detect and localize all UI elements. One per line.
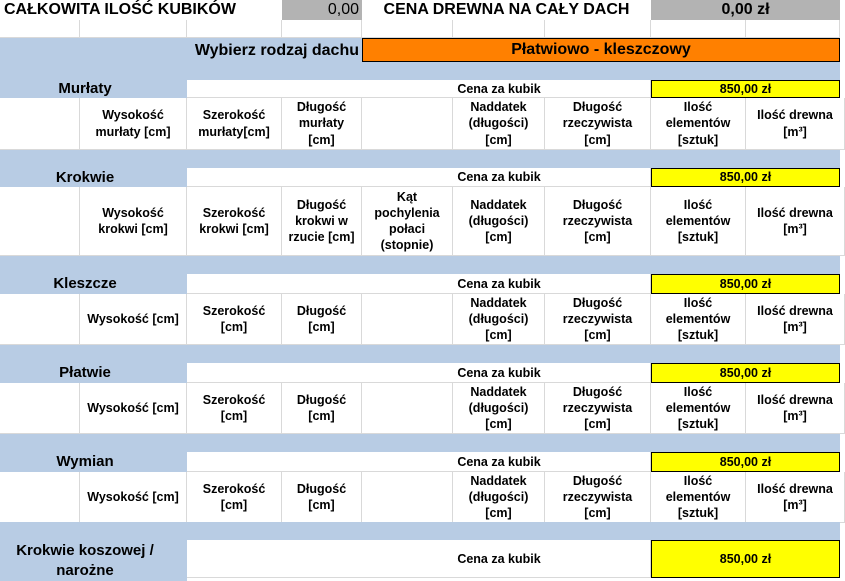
empty-cell[interactable] — [80, 20, 187, 38]
section-title: Kleszcze — [53, 275, 117, 293]
section-title-bg — [0, 363, 187, 383]
column-header: Ilość drewna [m³] — [746, 187, 845, 256]
section-title-bg — [0, 168, 187, 187]
column-header — [362, 472, 453, 523]
section-title: Płatwie — [59, 364, 111, 382]
column-header: Naddatek (długości) [cm] — [453, 187, 545, 256]
roof-type-select[interactable]: Płatwiowo - kleszczowy — [362, 38, 840, 62]
column-header: Wysokość [cm] — [80, 294, 187, 345]
section-title-bg — [0, 274, 187, 294]
column-header: Ilość elementów [sztuk] — [651, 98, 746, 150]
column-header: Długość [cm] — [282, 383, 362, 434]
price-row — [187, 363, 651, 383]
column-header: Naddatek (długości) [cm] — [453, 98, 545, 150]
empty-cell[interactable] — [651, 20, 746, 38]
price-label: Cena za kubik — [457, 276, 541, 291]
price-label: Cena za kubik — [457, 365, 541, 380]
section-spacer — [0, 150, 840, 168]
column-header: Szerokość [cm] — [187, 294, 282, 345]
section-title-bg — [0, 80, 187, 98]
column-header: Wysokość murłaty [cm] — [80, 98, 187, 150]
price-per-cubic-input[interactable]: 850,00 zł — [651, 274, 840, 294]
price-label: Cena za kubik — [457, 170, 541, 185]
column-header: Szerokość [cm] — [187, 383, 282, 434]
column-header: Długość rzeczywista [cm] — [545, 187, 651, 256]
column-header: Ilość elementów [sztuk] — [651, 294, 746, 345]
section-title-bg — [0, 452, 187, 472]
total-cubic-value[interactable]: 0,00 — [282, 0, 362, 20]
empty-cell[interactable] — [187, 20, 282, 38]
total-price-value[interactable]: 0,00 zł — [651, 0, 840, 20]
total-cubic-label: CAŁKOWITA ILOŚĆ KUBIKÓW — [4, 0, 236, 18]
roof-type-label: Wybierz rodzaj dachu — [194, 41, 359, 59]
section-title: Krokwie koszowej / narożne — [16, 542, 154, 579]
price-label: Cena za kubik — [457, 81, 541, 96]
price-row — [187, 452, 651, 472]
empty-cell[interactable] — [282, 20, 362, 38]
section-title-bg — [0, 540, 187, 581]
price-row — [187, 168, 651, 187]
empty-cell[interactable] — [0, 20, 80, 38]
column-header — [362, 98, 453, 150]
price-row — [187, 540, 651, 578]
column-header: Szerokość krokwi [cm] — [187, 187, 282, 256]
section-title: Krokwie — [55, 168, 115, 186]
column-header: Naddatek (długości) [cm] — [453, 383, 545, 434]
column-header: Szerokość [cm] — [187, 472, 282, 523]
column-header: Długość murłaty [cm] — [282, 98, 362, 150]
empty-row — [0, 20, 845, 38]
section-spacer — [0, 434, 840, 452]
column-header: Ilość drewna [m³] — [746, 472, 845, 523]
column-header: Szerokość murłaty[cm] — [187, 98, 282, 150]
section-spacer — [0, 523, 840, 540]
price-per-cubic-input[interactable]: 850,00 zł — [651, 168, 840, 187]
total-price-label: CENA DREWNA NA CAŁY DACH — [383, 0, 630, 18]
column-header: Długość [cm] — [282, 294, 362, 345]
empty-cell[interactable] — [362, 20, 453, 38]
column-header: Kąt pochylenia połaci (stopnie) — [362, 187, 453, 256]
column-header: Wysokość krokwi [cm] — [80, 187, 187, 256]
column-header: Długość rzeczywista [cm] — [545, 294, 651, 345]
section-spacer — [0, 256, 840, 274]
header-cell-empty — [0, 98, 80, 150]
price-per-cubic-input[interactable]: 850,00 zł — [651, 363, 840, 383]
header-cell-empty — [0, 383, 80, 434]
section-spacer — [0, 345, 840, 363]
header-cell-empty — [0, 187, 80, 256]
header-cell-empty — [0, 294, 80, 345]
column-header: Wysokość [cm] — [80, 472, 187, 523]
price-per-cubic-input[interactable]: 850,00 zł — [651, 452, 840, 472]
price-row — [187, 80, 651, 98]
column-header: Ilość drewna [m³] — [746, 383, 845, 434]
column-header: Wysokość [cm] — [80, 383, 187, 434]
section-title: Wymian — [56, 453, 114, 471]
column-header: Naddatek (długości) [cm] — [453, 294, 545, 345]
empty-cell[interactable] — [545, 20, 651, 38]
column-header: Długość krokwi w rzucie [cm] — [282, 187, 362, 256]
column-header: Długość rzeczywista [cm] — [545, 383, 651, 434]
column-header: Ilość elementów [sztuk] — [651, 187, 746, 256]
column-header: Ilość elementów [sztuk] — [651, 383, 746, 434]
price-row — [187, 274, 651, 294]
column-header: Ilość elementów [sztuk] — [651, 472, 746, 523]
column-header: Długość rzeczywista [cm] — [545, 472, 651, 523]
column-header: Ilość drewna [m³] — [746, 294, 845, 345]
section-title: Murłaty — [58, 80, 112, 98]
price-label: Cena za kubik — [457, 454, 541, 469]
column-header: Ilość drewna [m³] — [746, 98, 845, 150]
header-cell-empty — [0, 472, 80, 523]
price-label: Cena za kubik — [457, 551, 541, 566]
column-header — [362, 294, 453, 345]
column-header: Długość rzeczywista [cm] — [545, 98, 651, 150]
column-header — [362, 383, 453, 434]
column-header: Długość [cm] — [282, 472, 362, 523]
empty-cell[interactable] — [453, 20, 545, 38]
price-per-cubic-input[interactable]: 850,00 zł — [651, 540, 840, 578]
column-header: Naddatek (długości) [cm] — [453, 472, 545, 523]
empty-cell[interactable] — [746, 20, 840, 38]
price-per-cubic-input[interactable]: 850,00 zł — [651, 80, 840, 98]
